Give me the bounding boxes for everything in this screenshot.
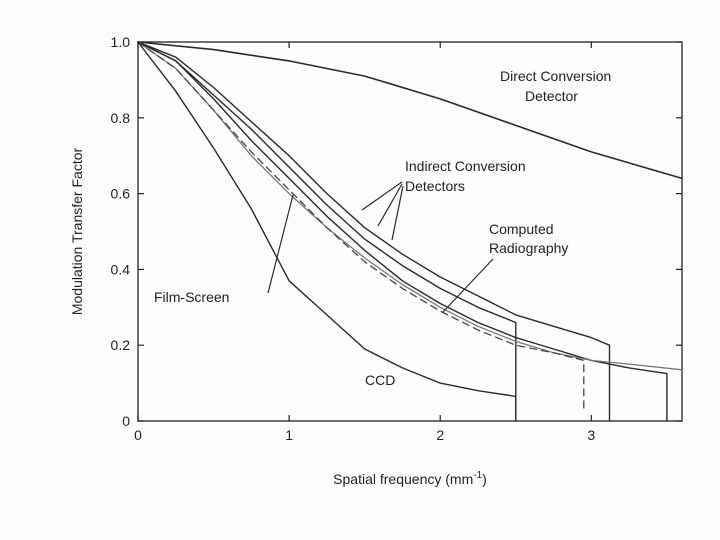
- series-indirect-c: [137, 41, 668, 422]
- series-indirect-b: [137, 41, 517, 422]
- plot-frame: [137, 41, 683, 422]
- pointer-indirect-1: [361, 181, 403, 211]
- annotation-direct-line1: Direct Conversion: [500, 68, 611, 84]
- annotations: Direct Conversion Detector Indirect Conv…: [154, 68, 611, 388]
- pointer-indirect-3: [391, 185, 404, 241]
- annotation-direct-line2: Detector: [525, 88, 578, 104]
- pointer-computed: [442, 258, 494, 313]
- pointer-film-screen: [267, 194, 294, 294]
- series-ccd: [137, 41, 517, 422]
- y-tick-label-3: 0.6: [111, 186, 131, 202]
- x-axis-title: Spatial frequency (mm-1): [333, 470, 487, 487]
- y-tick-label-2: 0.4: [111, 261, 131, 277]
- series-indirect-a: [137, 41, 611, 422]
- pointer-indirect-2: [377, 183, 403, 227]
- y-tick-label-1: 0.2: [111, 337, 131, 353]
- y-axis-title: Modulation Transfer Factor: [69, 148, 85, 316]
- axes: 0 1 2 3 0 0.2 0.4 0.6 0.8 1.0 Spatial frequency (m…: [69, 34, 683, 487]
- x-tick-label-3: 3: [587, 427, 595, 443]
- annotation-ccd: CCD: [365, 372, 395, 388]
- y-tick-label-4: 0.8: [111, 110, 131, 126]
- series-direct: [137, 41, 683, 180]
- y-tick-label-5: 1.0: [111, 34, 131, 50]
- annotation-computed-line2: Radiography: [489, 240, 568, 256]
- y-tick-label-0: 0: [122, 413, 130, 429]
- series-film-screen: [137, 41, 585, 411]
- annotation-indirect-line1: Indirect Conversion: [405, 158, 526, 174]
- x-tick-label-0: 0: [134, 427, 142, 443]
- annotation-computed-line1: Computed: [489, 221, 554, 237]
- x-tick-label-1: 1: [285, 427, 293, 443]
- x-tick-label-2: 2: [436, 427, 444, 443]
- series-layer: [137, 41, 683, 422]
- annotation-indirect-line2: Detectors: [405, 178, 465, 194]
- series-computed-radiography: [137, 41, 683, 371]
- annotation-film-screen: Film-Screen: [154, 289, 229, 305]
